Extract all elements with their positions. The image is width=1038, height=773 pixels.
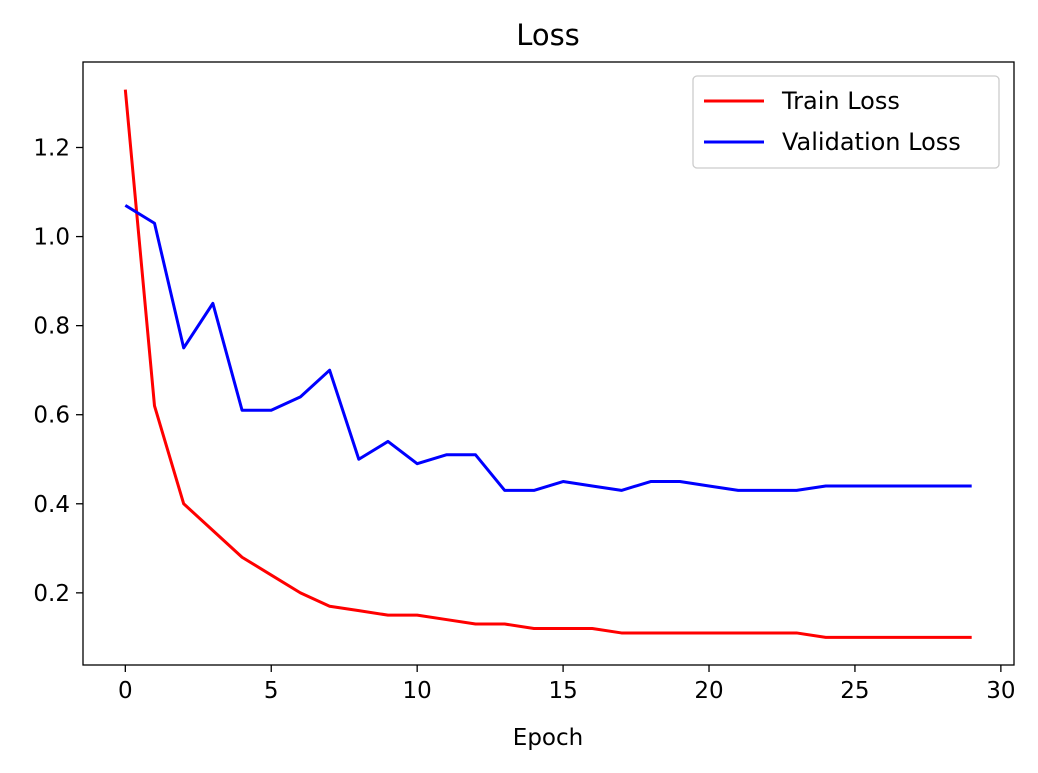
y-tick-label: 1.0	[33, 225, 70, 251]
y-axis-ticks: 0.2 0.4 0.6 0.8 1.0 1.2	[33, 136, 83, 607]
legend: Train Loss Validation Loss	[692, 75, 1000, 169]
chart-title: Loss	[516, 18, 580, 52]
y-tick-label: 1.2	[33, 136, 70, 162]
x-axis-ticks: 0 5 10 15 20 25 30	[118, 665, 1016, 704]
series-line-validation-loss	[124, 204, 972, 492]
x-tick-label: 30	[986, 678, 1015, 704]
x-tick-label: 10	[403, 678, 432, 704]
x-tick-label: 20	[694, 678, 723, 704]
x-tick-label: 5	[264, 678, 279, 704]
y-tick-label: 0.2	[33, 581, 70, 607]
y-tick-label: 0.6	[33, 403, 70, 429]
series-lines	[123, 89, 972, 639]
x-tick-label: 0	[118, 678, 133, 704]
y-tick-label: 0.8	[33, 314, 70, 340]
legend-label: Train Loss	[781, 87, 900, 115]
legend-label: Validation Loss	[782, 128, 961, 156]
legend-box	[692, 75, 1000, 169]
x-axis-label: Epoch	[513, 725, 583, 751]
plot-frame	[82, 61, 1015, 666]
y-tick-label: 0.4	[33, 492, 70, 518]
x-tick-label: 15	[548, 678, 577, 704]
x-tick-label: 25	[840, 678, 869, 704]
series-line-train-loss	[123, 89, 972, 639]
